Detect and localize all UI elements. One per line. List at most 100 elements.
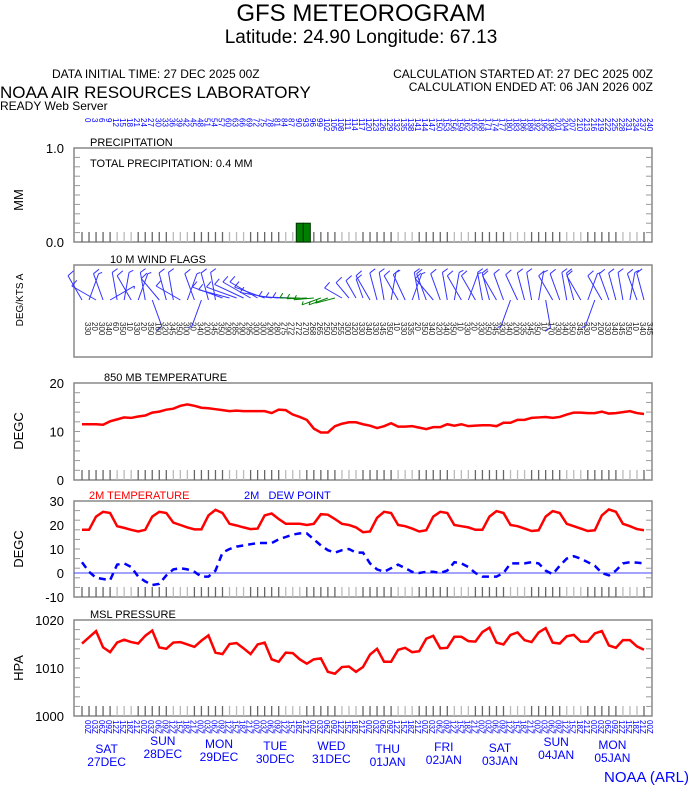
wind-barb bbox=[239, 286, 245, 293]
wind-flag bbox=[186, 273, 198, 301]
hour-of-day-label: 18Z bbox=[350, 720, 359, 734]
hour-of-day-label: 03Z bbox=[146, 720, 155, 734]
wind-flag bbox=[608, 272, 617, 301]
t850-title: 850 MB TEMPERATURE bbox=[104, 372, 227, 384]
hour-of-day-label: 09Z bbox=[104, 720, 113, 734]
forecast-hour-label: 237 bbox=[638, 118, 647, 132]
forecast-hour-label: 81 bbox=[273, 118, 282, 127]
forecast-hour-label: 183 bbox=[512, 118, 521, 132]
hour-of-day-label: 12Z bbox=[448, 720, 457, 734]
forecast-hour-label: 153 bbox=[441, 118, 450, 132]
forecast-hour-label: 180 bbox=[505, 118, 514, 132]
wind-barb bbox=[587, 270, 594, 277]
hour-of-day-label: 15Z bbox=[174, 720, 183, 734]
wind-value-label: 350 bbox=[118, 322, 127, 336]
wind-flag bbox=[561, 272, 568, 301]
wind-barb bbox=[497, 325, 502, 328]
wind-value-label: 290 bbox=[266, 322, 275, 336]
org-name: NOAA AIR RESOURCES LABORATORY bbox=[0, 83, 311, 102]
forecast-hour-label: 0 bbox=[83, 118, 92, 123]
wind-flag bbox=[617, 272, 624, 301]
hour-of-day-label: 03Z bbox=[371, 720, 380, 734]
pressure-axis-label: HPA bbox=[11, 655, 26, 681]
wind-flag bbox=[88, 273, 100, 301]
wind-barb bbox=[538, 270, 545, 277]
hour-of-day-label: 00Z bbox=[364, 720, 373, 734]
date-label: 27DEC bbox=[87, 755, 126, 769]
hour-of-day-label: 09Z bbox=[273, 720, 282, 734]
wind-flag bbox=[140, 278, 160, 301]
wind-value-label: 340 bbox=[195, 322, 204, 336]
hour-of-day-label: 00Z bbox=[252, 720, 261, 734]
hour-of-day-label: 03Z bbox=[315, 720, 324, 734]
wind-value-label: 330 bbox=[554, 322, 563, 336]
date-label: 28DEC bbox=[143, 747, 182, 761]
wind-flag bbox=[210, 272, 216, 301]
forecast-hour-label: 102 bbox=[322, 118, 331, 132]
wind-barb bbox=[293, 294, 297, 300]
wind-value-label: 340 bbox=[505, 322, 514, 336]
hour-of-day-label: 00Z bbox=[420, 720, 429, 734]
server-name: READY Web Server bbox=[0, 99, 108, 113]
date-label: 31DEC bbox=[312, 752, 351, 766]
dewpoint-line bbox=[80, 532, 645, 587]
hour-of-day-label: 03Z bbox=[259, 720, 268, 734]
wind-value-label: 20 bbox=[469, 322, 478, 331]
wind-barb bbox=[549, 268, 556, 275]
wind-flag bbox=[286, 297, 307, 300]
hour-of-day-label: 21Z bbox=[413, 720, 422, 734]
wind-value-label: 330 bbox=[497, 322, 506, 336]
wind-value-label: 320 bbox=[350, 322, 359, 336]
hour-of-day-label: 21Z bbox=[638, 720, 647, 734]
wind-barb bbox=[335, 276, 343, 284]
forecast-hour-label: 156 bbox=[448, 118, 457, 132]
hour-of-day-label: 09Z bbox=[554, 720, 563, 734]
wind-value-label: 330 bbox=[399, 322, 408, 336]
wind-flag bbox=[200, 272, 209, 301]
wind-barb bbox=[627, 268, 634, 275]
wind-flag bbox=[516, 272, 526, 301]
hour-of-day-label: 21Z bbox=[469, 720, 478, 734]
day-of-week-label: SAT bbox=[489, 741, 512, 755]
wind-value-label: 350 bbox=[624, 322, 633, 336]
wind-barb bbox=[71, 280, 78, 287]
wind-barb bbox=[140, 272, 148, 279]
forecast-hour-label: 171 bbox=[483, 118, 492, 132]
hour-of-day-label: 21Z bbox=[301, 720, 310, 734]
wind-barb bbox=[481, 268, 488, 274]
wind-barb bbox=[67, 270, 74, 277]
forecast-hour-label: 21 bbox=[132, 118, 141, 127]
wind-value-label: 330 bbox=[371, 322, 380, 336]
wind-value-label: 350 bbox=[568, 322, 577, 336]
calc-started: CALCULATION STARTED AT: 27 DEC 2025 00Z bbox=[393, 67, 653, 81]
wind-value-label: 350 bbox=[146, 322, 155, 336]
hour-of-day-label: 15Z bbox=[118, 720, 127, 734]
wind-barb bbox=[140, 268, 146, 273]
forecast-hour-label: 147 bbox=[427, 118, 436, 132]
wind-flag bbox=[109, 285, 135, 301]
wind-flag bbox=[598, 273, 610, 301]
forecast-hour-label: 204 bbox=[561, 118, 570, 132]
wind-value-label: 20 bbox=[413, 322, 422, 331]
wind-flag bbox=[414, 278, 434, 301]
wind-flag bbox=[383, 275, 399, 301]
pressure-ytick-label: 1020 bbox=[35, 613, 64, 628]
hour-of-day-label: 15Z bbox=[512, 720, 521, 734]
wind-value-label: 345 bbox=[526, 322, 535, 336]
wind-flag bbox=[500, 299, 511, 327]
wind-barb bbox=[93, 268, 100, 275]
date-label: 29DEC bbox=[200, 750, 239, 764]
hour-of-day-label: 15Z bbox=[568, 720, 577, 734]
wind-value-label: 320 bbox=[434, 322, 443, 336]
wind-barb bbox=[608, 268, 615, 274]
day-of-week-label: SUN bbox=[544, 735, 569, 749]
forecast-hour-label: 201 bbox=[554, 118, 563, 132]
date-label: 01JAN bbox=[370, 755, 406, 769]
wind-value-label: 272 bbox=[287, 322, 296, 336]
wind-flag bbox=[505, 274, 519, 301]
wind-flag bbox=[155, 285, 181, 301]
forecast-hour-label: 198 bbox=[547, 118, 556, 132]
wind-value-label: 275 bbox=[280, 322, 289, 336]
wind-value-label: 20 bbox=[90, 322, 99, 331]
wind-barb bbox=[461, 270, 468, 277]
